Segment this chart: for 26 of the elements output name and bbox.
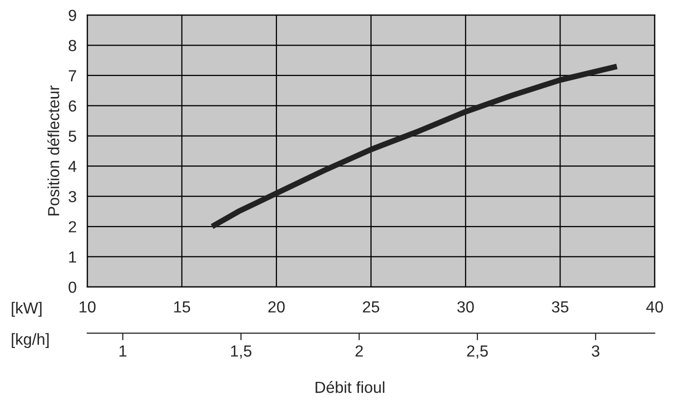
x-tick-label: 20 [268, 301, 285, 313]
x-tick-label: 35 [552, 301, 568, 313]
y-tick-label: 7 [68, 70, 76, 82]
y-tick-label: 3 [68, 190, 76, 202]
y-axis-title: Position déflecteur [47, 86, 60, 216]
x-axis-title: [kW] [12, 302, 42, 317]
y-tick-label: 0 [68, 282, 76, 293]
y-tick-label: 9 [68, 10, 76, 22]
x2-axis-title: [kg/h] [12, 333, 49, 348]
x-tick-label: 15 [174, 301, 190, 313]
text: Débit fioul [316, 381, 384, 393]
y-tick-label: 8 [68, 40, 76, 52]
y-tick-label: 2 [68, 221, 76, 232]
y-tick-label: 6 [68, 100, 76, 112]
x-tick-label: 10 [80, 301, 96, 313]
y-tick-label: 4 [68, 160, 76, 172]
x-tick-label: 30 [457, 301, 474, 313]
x-tick-label: 40 [646, 301, 663, 313]
y-tick-label: 5 [68, 130, 76, 142]
x2-tick-label: 1,5 [231, 346, 252, 359]
y-tick-label: 1 [69, 252, 76, 263]
x-tick-label: 25 [362, 301, 380, 313]
x2-tick-label: 2 [356, 345, 363, 357]
x2-tick-label: 3 [592, 345, 600, 357]
x2-tick-label: 1 [120, 346, 126, 357]
x2-tick-label: 2,5 [467, 345, 488, 359]
